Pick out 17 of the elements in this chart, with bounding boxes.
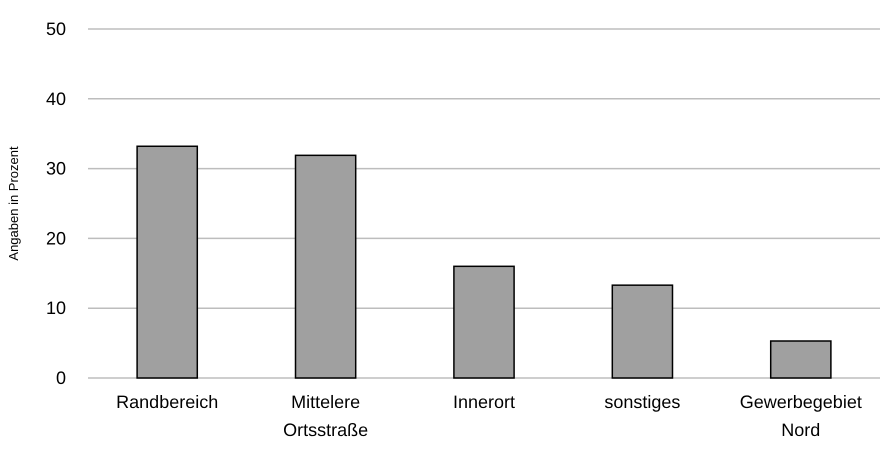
x-tick-label: Gewerbegebiet Nord	[740, 392, 862, 440]
x-tick-label: Randbereich	[116, 392, 218, 412]
x-tick-label: Innerort	[452, 392, 516, 412]
y-tick-label: 50	[46, 19, 66, 39]
x-tick-label: sonstiges	[604, 392, 680, 412]
y-tick-label: 30	[46, 158, 66, 179]
bar	[136, 146, 198, 379]
y-tick-label: 20	[46, 228, 66, 248]
y-tick-label: 10	[46, 298, 66, 318]
y-axis-title: Angaben in Prozent	[6, 146, 21, 261]
y-tick-label: 40	[46, 88, 66, 109]
bar	[770, 340, 832, 379]
bar	[294, 154, 356, 379]
x-tick-label: Mittelere Ortsstraße	[283, 392, 368, 440]
bar	[612, 284, 674, 379]
y-tick-label: 0	[56, 368, 66, 388]
bar	[453, 266, 515, 379]
